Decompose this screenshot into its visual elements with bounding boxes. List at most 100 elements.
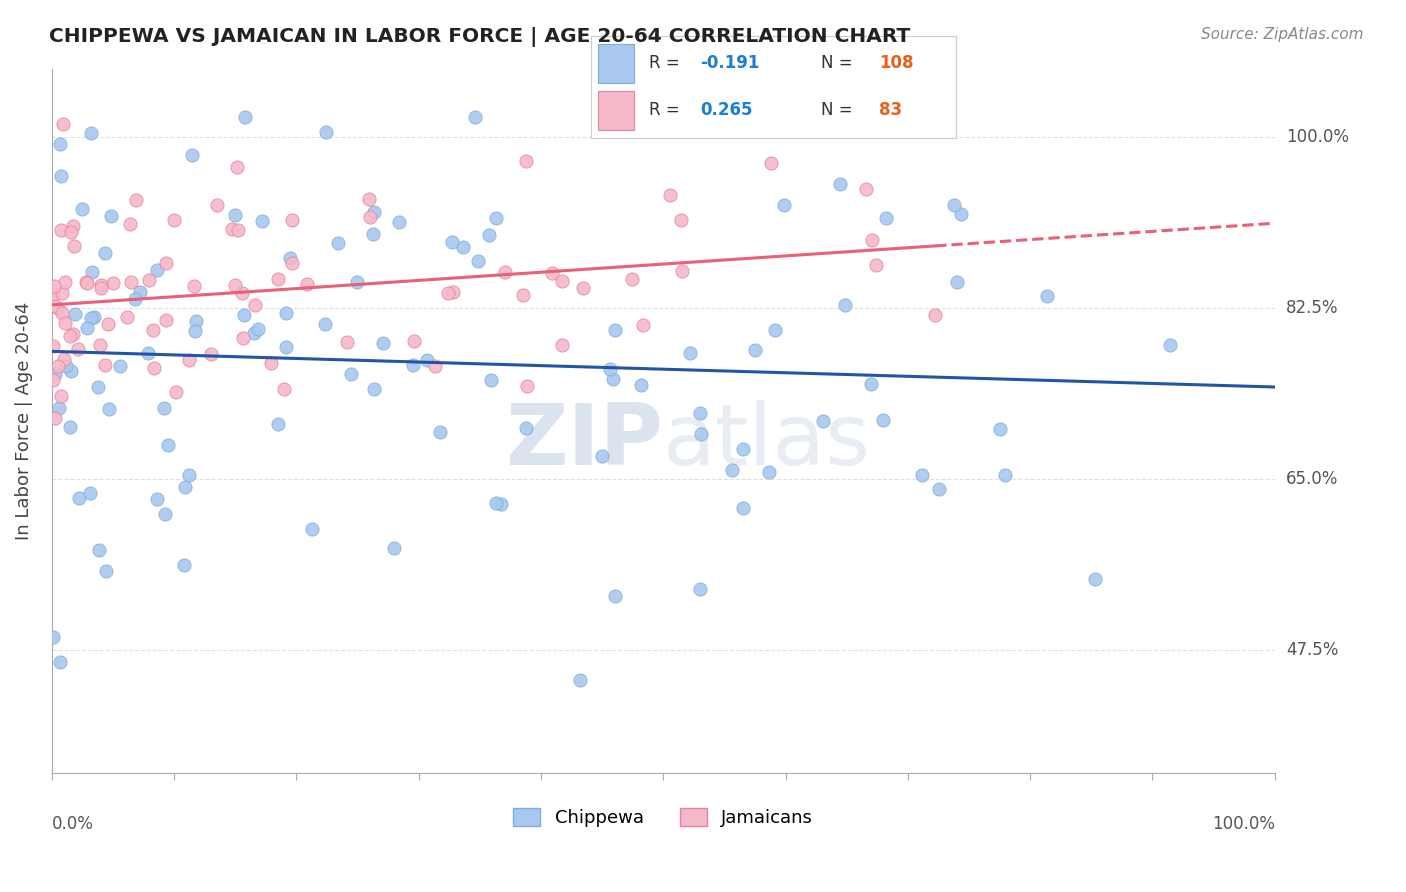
Point xyxy=(733,442,755,456)
Point xyxy=(441,285,464,299)
Point xyxy=(946,275,969,289)
Point xyxy=(744,343,766,357)
Point xyxy=(834,298,856,312)
Point xyxy=(489,497,512,511)
Point xyxy=(200,347,222,361)
Point xyxy=(93,246,115,260)
Point xyxy=(42,287,65,301)
Point xyxy=(94,358,117,372)
Point xyxy=(80,311,103,326)
Point xyxy=(90,281,112,295)
Point xyxy=(620,272,643,286)
Point xyxy=(911,467,934,482)
Point xyxy=(138,273,160,287)
Point xyxy=(180,147,202,161)
Point xyxy=(42,373,65,387)
Point xyxy=(402,334,425,349)
Text: 83: 83 xyxy=(879,101,903,119)
Point xyxy=(226,161,249,175)
Point xyxy=(602,371,624,385)
Point xyxy=(97,318,120,332)
Point xyxy=(361,227,384,242)
Point xyxy=(278,251,301,265)
Point xyxy=(731,501,754,516)
Point xyxy=(569,673,592,687)
Point xyxy=(177,467,200,482)
Point xyxy=(373,336,395,351)
Point xyxy=(46,359,69,373)
Point xyxy=(100,209,122,223)
Point xyxy=(70,202,93,216)
Point xyxy=(232,331,254,345)
Point xyxy=(59,225,82,239)
Text: 108: 108 xyxy=(879,54,914,72)
Point xyxy=(340,368,363,382)
Point xyxy=(346,275,368,289)
Point xyxy=(165,385,187,400)
Point xyxy=(721,463,744,477)
Point xyxy=(949,207,972,221)
Text: 65.0%: 65.0% xyxy=(1286,470,1339,488)
Point xyxy=(689,427,711,442)
Point xyxy=(758,465,780,479)
Point xyxy=(274,306,297,320)
Point xyxy=(224,208,246,222)
Point xyxy=(1159,338,1181,352)
Point xyxy=(115,310,138,324)
Point xyxy=(51,306,73,320)
Point xyxy=(679,346,702,360)
Point xyxy=(441,235,464,249)
Point xyxy=(42,630,65,644)
Point xyxy=(276,340,298,354)
Point xyxy=(79,485,101,500)
Text: -0.191: -0.191 xyxy=(700,54,759,72)
Point xyxy=(80,126,103,140)
Point xyxy=(551,274,574,288)
Point xyxy=(297,277,319,291)
Point xyxy=(669,212,692,227)
Point xyxy=(221,222,243,236)
Point xyxy=(494,264,516,278)
Point xyxy=(689,406,711,420)
Point xyxy=(315,125,337,139)
Point xyxy=(336,334,359,349)
Point xyxy=(48,401,70,416)
Point xyxy=(363,383,385,397)
Point xyxy=(551,338,574,352)
Y-axis label: In Labor Force | Age 20-64: In Labor Force | Age 20-64 xyxy=(15,301,32,540)
Point xyxy=(52,117,75,131)
Point xyxy=(599,362,621,376)
Text: Source: ZipAtlas.com: Source: ZipAtlas.com xyxy=(1201,27,1364,42)
Point xyxy=(44,367,66,381)
Point xyxy=(173,558,195,572)
Point xyxy=(233,111,256,125)
Point xyxy=(759,155,782,169)
Point xyxy=(90,277,112,292)
Point xyxy=(436,286,458,301)
Point xyxy=(142,323,165,337)
Point xyxy=(859,377,882,392)
Point xyxy=(988,422,1011,436)
Point xyxy=(51,169,73,184)
Text: 100.0%: 100.0% xyxy=(1286,128,1348,146)
Point xyxy=(46,301,69,315)
Point xyxy=(631,318,654,332)
Point xyxy=(42,339,65,353)
Point xyxy=(120,217,142,231)
Point xyxy=(301,522,323,536)
Point xyxy=(928,483,950,497)
Text: R =: R = xyxy=(650,54,679,72)
Point xyxy=(875,211,897,226)
Legend: Chippewa, Jamaicans: Chippewa, Jamaicans xyxy=(506,800,821,834)
Point xyxy=(179,353,201,368)
Point xyxy=(416,353,439,368)
Point xyxy=(142,361,165,376)
Point xyxy=(124,292,146,306)
Text: 100.0%: 100.0% xyxy=(1212,815,1275,833)
Point xyxy=(773,198,796,212)
Point xyxy=(572,281,595,295)
Point xyxy=(515,154,537,169)
Text: ZIP: ZIP xyxy=(506,401,664,483)
Point xyxy=(402,358,425,372)
Point xyxy=(357,192,380,206)
